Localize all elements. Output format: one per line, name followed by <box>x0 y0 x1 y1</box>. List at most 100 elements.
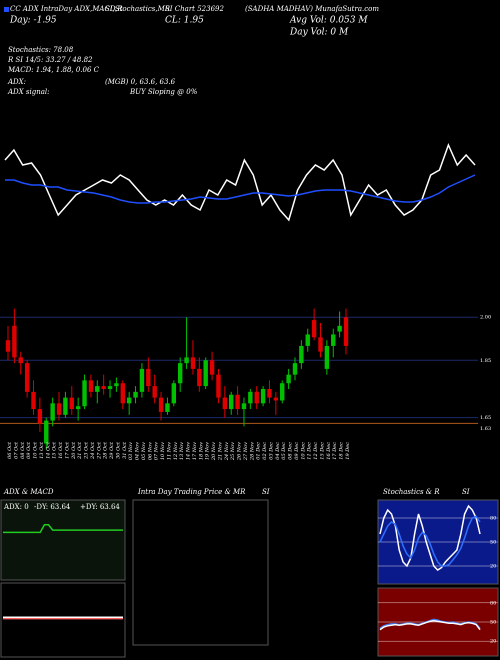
x-tick-label: 17 Dec <box>332 442 338 460</box>
candle-body <box>260 388 266 404</box>
candle-body <box>248 391 253 404</box>
candle-body <box>171 383 177 404</box>
x-tick-label: 13 Oct <box>39 441 45 459</box>
header-text: SI Chart 523692 <box>165 5 224 13</box>
x-tick-label: 04 Nov <box>135 442 141 460</box>
x-tick-label: 01 Dec <box>256 442 262 460</box>
candle-body <box>209 360 215 375</box>
x-tick-label: 13 Nov <box>179 442 185 460</box>
header-text: (SADHA MADHAV) MunafaSutra.com <box>245 5 379 13</box>
macd-panel <box>0 582 126 658</box>
plus-dy: +DY: 63.64 <box>80 503 120 511</box>
y-tick-label: 80 <box>490 600 496 606</box>
x-tick-label: 05 Nov <box>141 442 147 460</box>
y-tick-label: 20 <box>490 564 496 570</box>
candle-body <box>75 406 81 410</box>
x-tick-label: 04 Dec <box>275 442 281 460</box>
indicator-line <box>5 174 476 204</box>
candle-body <box>229 394 234 410</box>
x-tick-label: 27 Nov <box>243 442 249 461</box>
x-tick-label: 15 Oct <box>52 441 58 459</box>
x-tick-label: 28 Oct <box>103 441 109 460</box>
candle-body <box>203 360 208 387</box>
x-tick-label: 18 Nov <box>198 442 204 460</box>
panel-title: Stochastics & R <box>383 488 440 496</box>
x-tick-label: 08 Dec <box>288 442 294 460</box>
candle-body <box>95 386 100 392</box>
rsi-text: R SI 14/5: 33.27 / 48.82 <box>7 56 93 64</box>
y-tick-label: 50 <box>490 620 496 626</box>
x-tick-label: 27 Oct <box>96 441 102 460</box>
candle-body <box>12 325 17 358</box>
adx-signal: BUY Sloping @ 0% <box>129 88 198 96</box>
candle-body <box>37 409 43 424</box>
panel-title: Intra Day Trading Price & MR <box>137 488 246 496</box>
candle-body <box>31 391 36 410</box>
x-tick-label: 25 Nov <box>230 442 236 461</box>
x-tick-label: 11 Nov <box>166 442 172 460</box>
minus-dy: -DY: 63.64 <box>34 503 71 511</box>
x-tick-label: 03 Nov <box>128 442 134 460</box>
x-tick-label: 05 Dec <box>281 442 287 460</box>
stochastics-line <box>379 504 481 571</box>
x-tick-label: 30 Oct <box>115 441 121 459</box>
x-tick-label: 14 Oct <box>45 441 51 459</box>
x-tick-label: 19 Nov <box>205 442 211 460</box>
candle-body <box>50 403 55 421</box>
x-tick-label: 17 Oct <box>64 441 70 459</box>
candle-body <box>139 368 145 392</box>
x-tick-label: 26 Nov <box>237 442 243 461</box>
x-tick-label: 06 Oct <box>7 441 13 459</box>
y-tick-label: 20 <box>490 639 496 645</box>
x-tick-label: 09 Oct <box>26 441 32 459</box>
candle-body <box>241 403 247 410</box>
candle-body <box>24 363 30 392</box>
adx-values: (MGB) 0, 63.6, 63.6 <box>105 78 176 86</box>
candle-body <box>18 357 23 364</box>
x-tick-label: 07 Oct <box>13 441 19 459</box>
candle-body <box>184 357 189 364</box>
x-tick-label: 16 Dec <box>326 442 332 460</box>
candle-body <box>165 403 170 412</box>
candle-body <box>146 368 151 387</box>
x-tick-label: 03 Dec <box>268 442 274 460</box>
candle-body <box>299 345 304 364</box>
x-tick-label: 24 Oct <box>90 441 96 460</box>
x-tick-label: 18 Dec <box>339 442 345 460</box>
candle-body <box>292 363 298 375</box>
candle-body <box>107 386 113 389</box>
stochastics-line <box>379 515 481 567</box>
x-tick-label: 31 Oct <box>122 441 128 459</box>
x-tick-label: 21 Oct <box>77 441 83 460</box>
y-tick-label: 50 <box>490 540 496 546</box>
x-tick-label: 23 Oct <box>84 441 90 460</box>
macd-text: MACD: 1.94, 1.88, 0.06 C <box>7 66 100 74</box>
candle-body <box>343 317 349 346</box>
indicator-line <box>4 142 476 222</box>
candle-body <box>82 380 87 407</box>
x-tick-label: 07 Nov <box>154 442 160 460</box>
x-tick-label: 12 Nov <box>173 442 179 460</box>
x-tick-label: 10 Nov <box>160 442 166 460</box>
candle-body <box>114 383 119 387</box>
stochastics-text: Stochastics: 78.08 <box>8 46 74 54</box>
candle-body <box>267 388 272 398</box>
candle-body <box>5 340 11 352</box>
x-tick-label: 17 Nov <box>192 442 198 460</box>
candle-body <box>216 374 221 398</box>
x-tick-label: 06 Nov <box>147 442 153 460</box>
panel-title: SI <box>462 488 470 496</box>
x-tick-label: 09 Dec <box>294 442 300 460</box>
candle-body <box>254 391 259 404</box>
candle-body <box>305 334 310 346</box>
adx-label: ADX: <box>7 78 26 86</box>
y-tick-label: 80 <box>490 516 496 522</box>
panel-title: ADX & MACD <box>3 488 54 496</box>
rsi-line <box>379 619 481 631</box>
candle-body <box>152 386 157 398</box>
x-tick-label: 10 Oct <box>33 441 39 459</box>
x-tick-label: 28 Nov <box>249 442 255 461</box>
adx-signal-label: ADX signal: <box>7 88 49 96</box>
candle-body <box>235 394 240 410</box>
